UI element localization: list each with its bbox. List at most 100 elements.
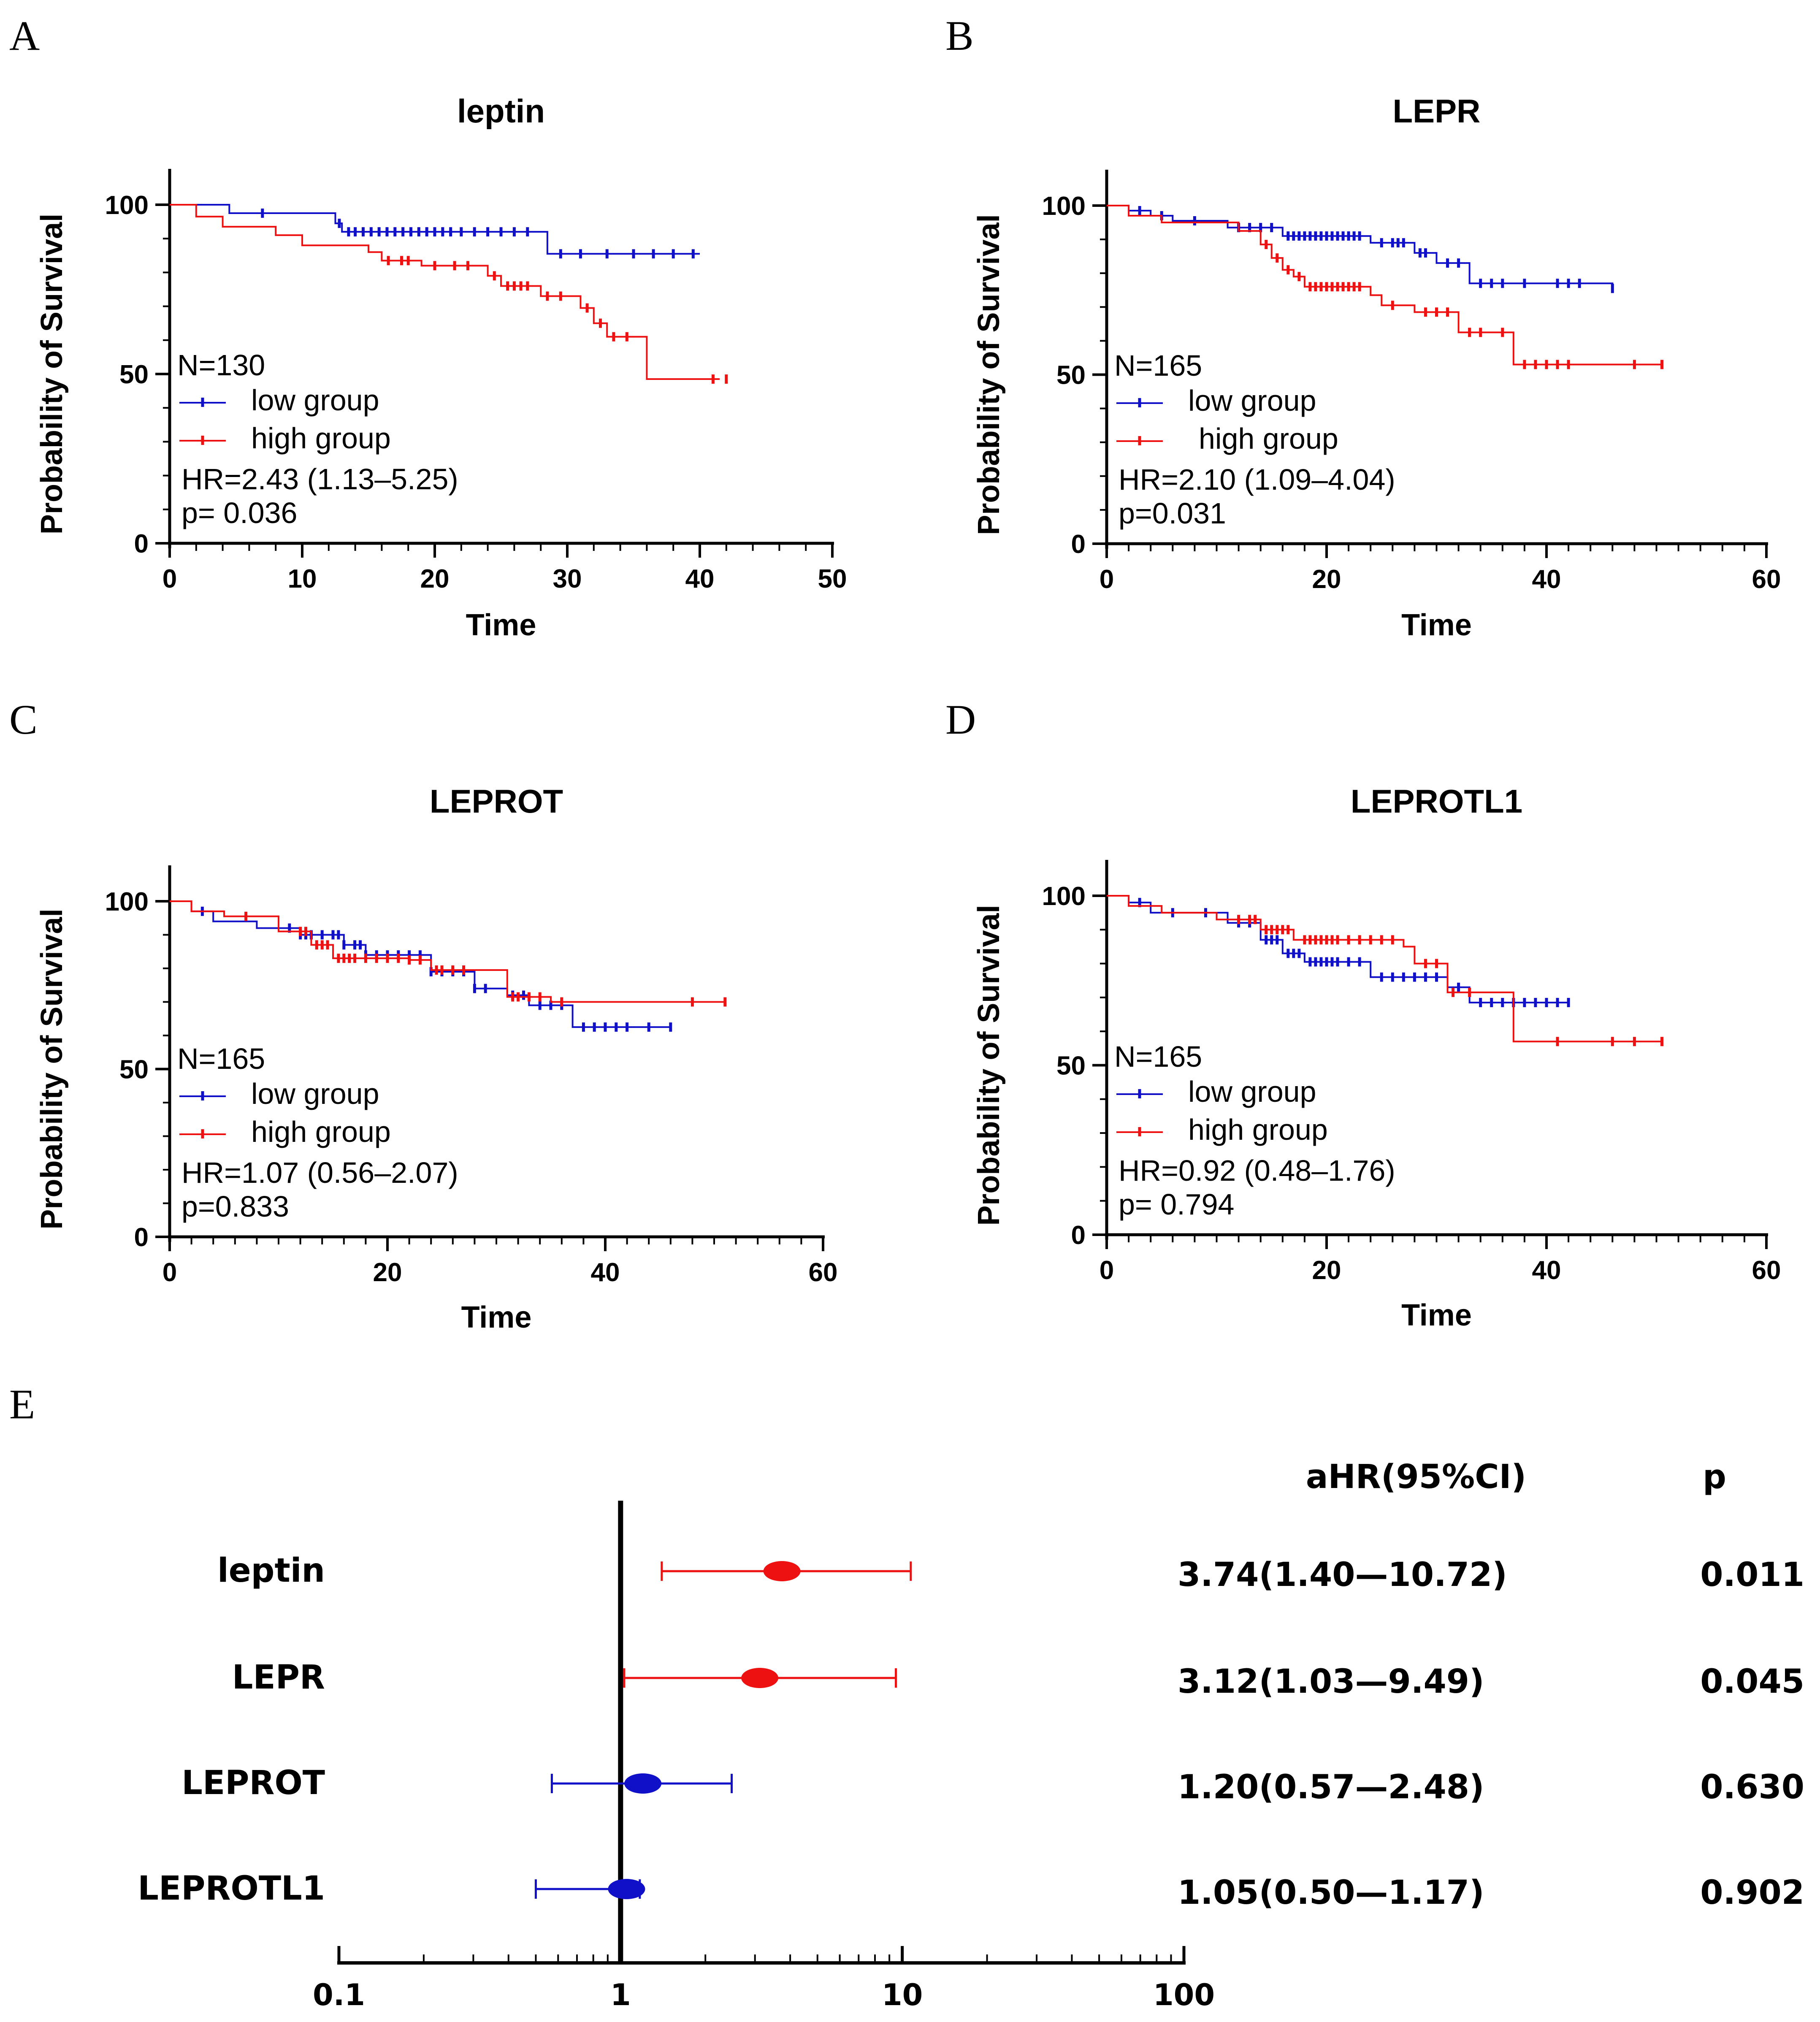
sample-size-label: N=165 — [177, 1042, 265, 1075]
p-value: 0.902 — [1700, 1874, 1804, 1912]
sample-size-label: N=165 — [1114, 349, 1202, 382]
x-tick-label: 40 — [685, 564, 715, 594]
x-tick-label: 0 — [162, 1258, 177, 1287]
km-panel-a: leptin 0 10 20 30 40 50 0 50 100 Time Probability o… — [35, 92, 847, 642]
x-tick-label: 60 — [1752, 1256, 1781, 1285]
p-value: 0.630 — [1700, 1768, 1804, 1806]
legend-label-low: low group — [1188, 384, 1316, 417]
hazard-ratio-label: HR=2.43 (1.13–5.25) — [181, 463, 458, 496]
panel-letter-a: A — [9, 12, 40, 59]
km-panel-b: LEPR 0 20 40 60 0 50 100 Time Probability of Surv… — [972, 92, 1781, 642]
x-tick-label: 20 — [1312, 565, 1341, 594]
x-axis-label: Time — [1401, 608, 1472, 642]
p-value-label: p= 0.794 — [1119, 1188, 1234, 1221]
x-axis-label: Time — [461, 1301, 532, 1334]
p-value: 0.045 — [1700, 1663, 1804, 1701]
chart-title: LEPR — [1392, 92, 1480, 130]
x-axis-label: Time — [466, 608, 536, 642]
chart-title: LEPROTL1 — [1351, 783, 1522, 820]
chart-title: LEPROT — [430, 783, 563, 820]
forest-row: LEPROT 1.20(0.57—2.48) 0.630 — [181, 1764, 1804, 1806]
panel-letter-e: E — [9, 1381, 35, 1428]
x-tick-label: 0 — [1100, 1256, 1114, 1285]
forest-row: LEPR 3.12(1.03—9.49) 0.045 — [232, 1659, 1804, 1701]
forest-tick-label: 100 — [1153, 1978, 1215, 2012]
y-tick-label: 0 — [134, 1223, 149, 1252]
x-tick-label: 20 — [1312, 1256, 1341, 1285]
x-axis-label: Time — [1401, 1298, 1472, 1332]
y-tick-label: 0 — [1071, 530, 1086, 559]
row-label: LEPR — [232, 1659, 325, 1697]
panel-letter-c: C — [9, 696, 38, 743]
y-tick-label: 100 — [105, 191, 149, 220]
legend-label-high: high group — [251, 1115, 391, 1148]
x-tick-label: 40 — [591, 1258, 620, 1287]
forest-row: leptin 3.74(1.40—10.72) 0.011 — [217, 1552, 1804, 1594]
y-axis-label: Probability of Survival — [35, 908, 69, 1229]
x-tick-label: 0 — [162, 564, 177, 594]
km-panels: leptin 0 10 20 30 40 50 0 50 100 Time Probability o… — [35, 92, 1781, 1334]
legend-label-high: high group — [1188, 1113, 1328, 1146]
ci-value: 3.74(1.40—10.72) — [1178, 1556, 1507, 1594]
y-tick-label: 100 — [1042, 882, 1086, 911]
survival-curve-high — [170, 900, 725, 1003]
x-tick-label: 60 — [809, 1258, 838, 1287]
x-tick-label: 40 — [1532, 1256, 1561, 1285]
y-tick-label: 50 — [119, 360, 149, 389]
column-header-ahr: aHR(95%CI) — [1306, 1458, 1526, 1496]
forest-tick-label: 0.1 — [313, 1978, 365, 2012]
x-tick-label: 40 — [1532, 565, 1561, 594]
km-panel-d: LEPROTL1 0 20 40 60 0 50 100 Time Probability of … — [972, 783, 1781, 1332]
ci-value: 1.05(0.50—1.17) — [1178, 1874, 1484, 1912]
point-estimate — [608, 1879, 645, 1899]
point-estimate — [624, 1773, 662, 1794]
x-tick-label: 60 — [1752, 565, 1781, 594]
column-header-p: p — [1703, 1458, 1726, 1496]
row-label: LEPROTL1 — [138, 1870, 325, 1908]
x-tick-label: 50 — [818, 564, 847, 594]
legend-label-low: low group — [251, 1077, 379, 1110]
y-axis-label: Probability of Survival — [35, 214, 69, 534]
legend-label-low: low group — [1188, 1075, 1316, 1108]
p-value-label: p=0.031 — [1119, 497, 1226, 530]
x-tick-label: 20 — [420, 564, 450, 594]
row-label: leptin — [217, 1552, 325, 1590]
sample-size-label: N=130 — [177, 349, 265, 382]
km-panel-c: LEPROT 0 20 40 60 0 50 100 Time Probability of Su… — [35, 783, 837, 1334]
y-tick-label: 50 — [119, 1055, 149, 1084]
sample-size-label: N=165 — [1114, 1040, 1202, 1073]
hazard-ratio-label: HR=2.10 (1.09–4.04) — [1119, 463, 1395, 496]
chart-title: leptin — [457, 92, 545, 130]
x-tick-label: 20 — [373, 1258, 402, 1287]
y-tick-label: 100 — [1042, 192, 1086, 221]
y-tick-label: 50 — [1056, 1052, 1086, 1081]
p-value-label: p=0.833 — [181, 1190, 289, 1223]
x-tick-label: 10 — [288, 564, 317, 594]
x-tick-label: 0 — [1100, 565, 1114, 594]
forest-plot: 0.1 1 10 100 aHR(95%CI) p leptin 3.74(1.40—10.7… — [138, 1458, 1804, 2012]
ci-value: 1.20(0.57—2.48) — [1178, 1768, 1484, 1806]
survival-curve-low — [1107, 895, 1569, 1003]
y-axis-label: Probability of Survival — [972, 214, 1006, 535]
y-tick-label: 0 — [134, 529, 149, 558]
forest-row: LEPROTL1 1.05(0.50—1.17) 0.902 — [138, 1870, 1804, 1912]
y-tick-label: 0 — [1071, 1221, 1086, 1250]
hazard-ratio-label: HR=0.92 (0.48–1.76) — [1119, 1154, 1395, 1187]
legend-label-high: high group — [251, 422, 391, 455]
y-tick-label: 50 — [1056, 361, 1086, 390]
y-axis-label: Probability of Survival — [972, 905, 1006, 1225]
legend-label-low: low group — [251, 384, 379, 417]
point-estimate — [763, 1561, 801, 1581]
forest-tick-label: 10 — [882, 1978, 923, 2012]
point-estimate — [741, 1668, 779, 1688]
p-value-label: p= 0.036 — [181, 496, 297, 529]
row-label: LEPROT — [181, 1764, 325, 1802]
panel-letter-d: D — [945, 696, 976, 743]
y-tick-label: 100 — [105, 887, 149, 916]
panel-letter-b: B — [945, 12, 974, 59]
survival-curve-high — [1107, 895, 1662, 1043]
p-value: 0.011 — [1700, 1556, 1804, 1594]
ci-value: 3.12(1.03—9.49) — [1178, 1663, 1484, 1701]
hazard-ratio-label: HR=1.07 (0.56–2.07) — [181, 1156, 458, 1189]
